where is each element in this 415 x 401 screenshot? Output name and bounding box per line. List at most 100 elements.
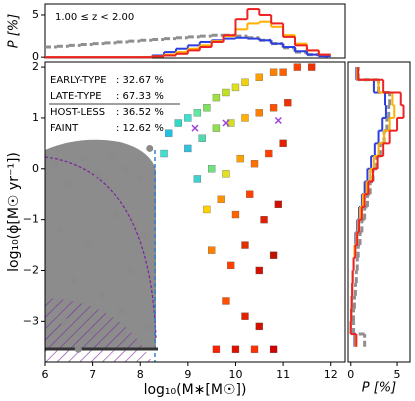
main-frame [44, 61, 346, 363]
scatter-point [269, 345, 278, 353]
legend-value: : 32.67 % [116, 75, 164, 86]
y-tick-label: −3 [23, 314, 39, 327]
y-tick-label: −2 [23, 263, 39, 276]
scatter-cross [222, 119, 230, 127]
scatter-point [231, 210, 240, 219]
scatter-point [246, 190, 254, 198]
y-tick-label: 5 [32, 8, 39, 21]
x-tick-label: 0 [347, 368, 354, 381]
scatter-point [117, 307, 125, 315]
redshift-annotation: 1.00 ≤ z < 2.00 [55, 12, 134, 23]
dense-cloud [45, 139, 156, 350]
legend-label: EARLY-TYPE [50, 75, 107, 86]
scatter-point [241, 241, 249, 249]
scatter-point [208, 246, 216, 254]
scatter-point [70, 277, 78, 285]
legend-value: : 36.52 % [116, 107, 164, 118]
scatter-point [241, 312, 249, 320]
scatter-point [212, 93, 221, 102]
scatter-point [112, 211, 120, 219]
scatter-point [260, 215, 268, 224]
scatter-point [208, 165, 216, 173]
scatter-point [122, 165, 130, 173]
scatter-point [198, 134, 206, 142]
y-axis-label: log₁₀(ϕ[M☉ yr⁻¹]) [6, 152, 22, 272]
hatched-region [45, 298, 152, 362]
scatter-point [84, 241, 92, 249]
legend-value: : 67.33 % [116, 91, 164, 102]
scatter-point [236, 154, 244, 163]
scatter-point [241, 78, 249, 86]
scatter-point [146, 144, 154, 152]
scatter-point [184, 144, 192, 153]
scatter-point [279, 68, 287, 76]
scatter-point [55, 226, 63, 234]
scatter-point [284, 99, 292, 107]
scatter-point [265, 149, 273, 158]
scatter-cross [274, 116, 282, 125]
background-layer [45, 139, 158, 362]
dashed-boundary [45, 156, 157, 341]
scatter-point [222, 88, 230, 97]
scatter-cross [191, 124, 199, 132]
scatter-point [274, 200, 282, 209]
scatter-point [279, 139, 287, 148]
x-axis-label: log₁₀(M∗[M☉]) [144, 382, 247, 398]
scatter-point [212, 124, 221, 132]
legend-label: HOST-LESS [50, 107, 105, 118]
scatter-point [79, 155, 87, 163]
x-tick-label: 7 [89, 368, 96, 381]
scatter-point [222, 297, 230, 305]
scatter-point [160, 149, 168, 158]
scatter-point [241, 114, 249, 122]
scatter-point [203, 205, 211, 214]
scatter-point [143, 322, 151, 330]
scatter-point [98, 292, 106, 300]
scatter-point [136, 175, 144, 183]
scatter-point [255, 266, 263, 275]
scatter-point [217, 195, 225, 203]
x-tick-label: 9 [184, 368, 191, 381]
scatter-point [269, 104, 278, 112]
legend-label: LATE-TYPE [50, 91, 102, 102]
scatter-point [141, 231, 149, 239]
scatter-point [108, 152, 116, 160]
scatter-point [193, 109, 202, 117]
right-x-label: P [%] [362, 381, 396, 396]
scatter-point [203, 104, 211, 112]
x-tick-label: 10 [228, 368, 242, 381]
x-tick-label: 12 [324, 368, 338, 381]
x-tick-label: 11 [276, 368, 290, 381]
scatter-point [269, 251, 278, 259]
scatter-point [308, 63, 316, 71]
scatter-point [74, 345, 82, 353]
y-tick-label: −1 [23, 213, 39, 226]
legend-label: FAINT [50, 123, 79, 134]
top-frame [44, 3, 346, 59]
scatter-point [165, 129, 173, 137]
x-tick-label: 5 [394, 368, 401, 381]
scatter-point [255, 322, 263, 331]
right-frame [347, 61, 411, 363]
x-tick-label: 8 [137, 368, 144, 381]
scatter-point [60, 317, 68, 325]
scatter-point [212, 345, 221, 353]
y-tick-label: 0 [32, 50, 39, 63]
scatter-point [231, 345, 240, 353]
scatter-point [227, 119, 235, 127]
x-tick-label: 6 [42, 368, 49, 381]
y-tick-label: 0 [32, 162, 39, 175]
scatter-point [269, 68, 278, 76]
scatter-point [255, 109, 263, 117]
scatter-point [51, 160, 59, 168]
y-tick-label: 1 [32, 111, 39, 124]
scatter-point [127, 266, 135, 274]
top-y-label: P [%] [7, 14, 22, 48]
scatter-point [250, 160, 259, 168]
scatter-point [255, 73, 263, 81]
scatter-point [231, 83, 240, 92]
scatter-point [184, 114, 192, 122]
legend-value: : 12.62 % [116, 123, 164, 134]
scatter-point [174, 119, 182, 127]
